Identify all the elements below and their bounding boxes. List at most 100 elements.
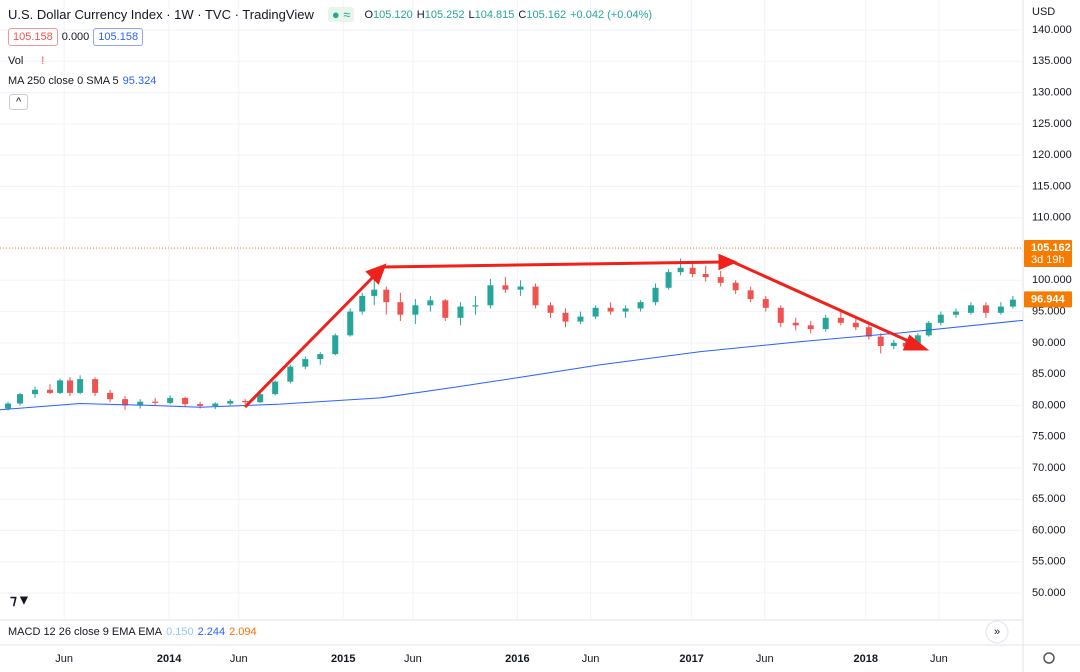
status-icons[interactable]: ● ≈: [327, 7, 355, 22]
y-tick-label: 85.000: [1032, 368, 1066, 380]
macd-signal: 2.094: [229, 626, 257, 638]
candle-body: [547, 305, 554, 313]
y-tick-label: 50.000: [1032, 587, 1066, 599]
ma-line: [0, 319, 1024, 411]
candle-body: [665, 272, 672, 288]
macd-row: MACD 12 26 close 9 EMA EMA 0.150 2.244 2…: [8, 626, 257, 638]
candle-body: [137, 401, 144, 406]
x-tick-label: 2018: [853, 653, 877, 665]
candle-body: [702, 274, 709, 278]
candle-body: [622, 308, 629, 312]
candle-body: [777, 307, 784, 323]
collapse-button[interactable]: ^: [9, 94, 29, 110]
candle-body: [592, 307, 599, 317]
tv-logo: ⁊▼: [10, 592, 31, 608]
x-tick-label: Jun: [404, 653, 422, 665]
vol-warning[interactable]: !: [41, 55, 45, 67]
candle-body: [242, 401, 249, 403]
bid-box[interactable]: 105.158: [8, 28, 58, 46]
ma-label: MA 250 close 0 SMA 5: [8, 75, 119, 87]
candle-body: [717, 277, 724, 283]
candle-body: [371, 289, 378, 296]
candle-body: [152, 401, 159, 403]
candle-body: [652, 287, 659, 303]
candle-body: [182, 397, 189, 405]
trend-arrows: [243, 253, 930, 409]
ohlc-value: 104.815: [474, 8, 515, 21]
candle-body: [937, 314, 944, 323]
settings-icon[interactable]: [1043, 652, 1055, 664]
candle-body: [807, 325, 814, 330]
plot: [0, 258, 1024, 411]
candle-body: [287, 366, 294, 382]
arrow: [732, 260, 916, 346]
ohlc-value: +0.042 (+0.04%): [570, 8, 653, 21]
candle-body: [122, 399, 129, 406]
y-tick-label: 95.000: [1032, 305, 1066, 317]
x-tick-label: 2016: [505, 653, 529, 665]
arrow-head: [718, 253, 738, 271]
ohlc-key: O: [364, 8, 374, 21]
candle-body: [272, 381, 279, 395]
candle-body: [197, 404, 204, 407]
y-tick-label: 110.000: [1032, 212, 1071, 224]
x-tick-label: 2014: [157, 653, 182, 665]
y-tick-label: 125.000: [1032, 118, 1072, 130]
macd-hist: 0.150: [166, 626, 194, 638]
arrow-head: [365, 263, 387, 285]
legend-row: U.S. Dollar Currency Index · 1W · TVC · …: [8, 7, 656, 22]
candle-body: [637, 302, 644, 309]
candle-body: [967, 305, 974, 313]
x-tick-label: Jun: [930, 653, 948, 665]
candle-body: [762, 299, 769, 308]
candle-body: [257, 394, 264, 403]
candle-body: [92, 379, 99, 393]
x-tick-label: Jun: [55, 653, 73, 665]
candle-body: [677, 267, 684, 273]
x-tick-label: 2017: [679, 653, 703, 665]
candle-body: [577, 316, 584, 322]
vol-label: Vol: [8, 55, 24, 67]
candle-body: [472, 305, 479, 307]
spread: 0.000: [61, 31, 90, 43]
ask-box[interactable]: 105.158: [93, 28, 144, 46]
candle-body: [487, 285, 494, 306]
candle-body: [689, 267, 696, 275]
scroll-icon[interactable]: »: [994, 626, 1000, 638]
candle-body: [412, 305, 419, 315]
candle-body: [982, 305, 989, 313]
price-tag: [1024, 291, 1072, 308]
candle-body: [77, 379, 84, 393]
y-tick-label: 80.000: [1032, 399, 1066, 411]
vol-row: Vol !: [8, 55, 44, 67]
symbol-title: U.S. Dollar Currency Index · 1W · TVC · …: [8, 7, 314, 22]
y-tick-label: 65.000: [1032, 493, 1066, 505]
candle-body: [332, 335, 339, 355]
candle-body: [1009, 299, 1016, 307]
candle-body: [914, 335, 921, 347]
y-tick-label: 120.000: [1032, 149, 1072, 161]
candle-body: [852, 322, 859, 328]
candle-body: [167, 397, 174, 403]
candle-body: [890, 342, 897, 346]
logo-mark: ⁊▼: [10, 592, 31, 608]
candle-body: [877, 336, 884, 346]
price-boxes: 105.158 0.000 105.158: [8, 28, 144, 46]
candle-body: [46, 389, 53, 393]
ma-row: MA 250 close 0 SMA 5 95.324: [8, 75, 156, 87]
x-tick-label: Jun: [230, 653, 248, 665]
candle-body: [732, 282, 739, 291]
scroll-button[interactable]: [985, 620, 1009, 644]
ohlc: O 105.120 H 105.252 L 104.815 C 105.162 +0.042 (…: [364, 9, 656, 21]
arrow-head: [902, 334, 930, 351]
price-tag-label: 96.944: [1031, 293, 1066, 305]
arrow: [382, 260, 725, 269]
candle-body: [837, 317, 844, 323]
y-tick-label: 70.000: [1032, 462, 1066, 474]
candle-body: [747, 290, 754, 300]
ohlc-key: H: [416, 8, 425, 21]
ohlc-key: L: [468, 8, 475, 21]
macd-label: MACD 12 26 close 9 EMA EMA: [8, 626, 163, 638]
y-tick-label: 130.000: [1032, 86, 1072, 98]
currency-label: USD: [1032, 6, 1055, 18]
